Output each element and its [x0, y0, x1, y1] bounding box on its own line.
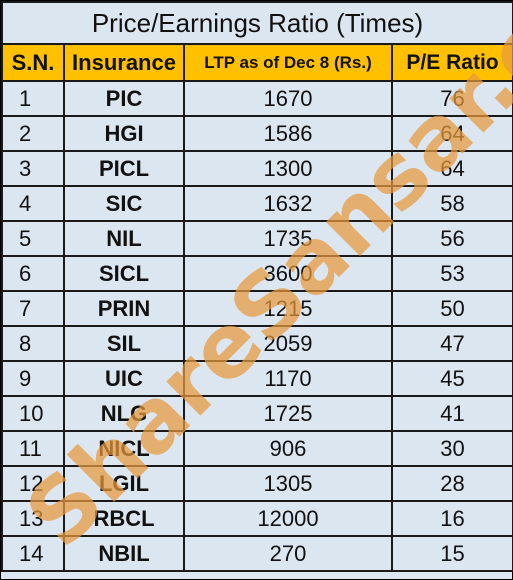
- cell-ltp: 12000: [183, 500, 393, 537]
- cell-insurance: LGIL: [63, 465, 185, 502]
- table-row: 3 PICL 1300 64: [1, 150, 513, 187]
- cell-ltp: 1670: [183, 80, 393, 117]
- table-row: 12 LGIL 1305 28: [1, 465, 513, 502]
- table-title: Price/Earnings Ratio (Times): [0, 1, 513, 45]
- header-insurance: Insurance: [63, 43, 185, 82]
- cell-insurance: SIC: [63, 185, 185, 222]
- cell-ltp: 906: [183, 430, 393, 467]
- cell-ltp: 1735: [183, 220, 393, 257]
- cell-sn: 14: [1, 535, 65, 572]
- cell-pe-ratio: 53: [390, 255, 513, 292]
- cell-ltp: 1586: [183, 115, 393, 152]
- cell-insurance: SIL: [63, 325, 185, 362]
- cell-ltp: 1725: [183, 395, 393, 432]
- title-row: Price/Earnings Ratio (Times): [0, 1, 513, 45]
- cell-sn: 7: [1, 290, 65, 327]
- header-pe-ratio: P/E Ratio: [390, 43, 513, 82]
- header-ltp: LTP as of Dec 8 (Rs.): [183, 43, 393, 82]
- table-row: 11 NICL 906 30: [1, 430, 513, 467]
- cell-insurance: UIC: [63, 360, 185, 397]
- header-sn: S.N.: [1, 43, 65, 82]
- cell-pe-ratio: 16: [390, 500, 513, 537]
- cell-pe-ratio: 50: [390, 290, 513, 327]
- table-row: 1 PIC 1670 76: [1, 80, 513, 117]
- cell-sn: 6: [1, 255, 65, 292]
- cell-pe-ratio: 64: [390, 115, 513, 152]
- cell-insurance: HGI: [63, 115, 185, 152]
- table-row: 8 SIL 2059 47: [1, 325, 513, 362]
- cell-pe-ratio: 56: [390, 220, 513, 257]
- cell-pe-ratio: 41: [390, 395, 513, 432]
- cell-insurance: PICL: [63, 150, 185, 187]
- table-row: 9 UIC 1170 45: [1, 360, 513, 397]
- cell-insurance: SICL: [63, 255, 185, 292]
- cell-sn: 9: [1, 360, 65, 397]
- table-row: 4 SIC 1632 58: [1, 185, 513, 222]
- table-row: 5 NIL 1735 56: [1, 220, 513, 257]
- header-row: S.N. Insurance LTP as of Dec 8 (Rs.) P/E…: [1, 43, 513, 82]
- cell-ltp: 270: [183, 535, 393, 572]
- cell-ltp: 1215: [183, 290, 393, 327]
- cell-pe-ratio: 76: [390, 80, 513, 117]
- cell-pe-ratio: 58: [390, 185, 513, 222]
- cell-pe-ratio: 64: [390, 150, 513, 187]
- table-body: 1 PIC 1670 76 2 HGI 1586 64 3 PICL 1300 64 4 SIC 1632 5…: [1, 80, 513, 572]
- cell-insurance: NLG: [63, 395, 185, 432]
- cell-ltp: 1170: [183, 360, 393, 397]
- cell-sn: 2: [1, 115, 65, 152]
- cell-insurance: RBCL: [63, 500, 185, 537]
- table-row: 14 NBIL 270 15: [1, 535, 513, 572]
- cell-sn: 8: [1, 325, 65, 362]
- table-row: 2 HGI 1586 64: [1, 115, 513, 152]
- table-row: 7 PRIN 1215 50: [1, 290, 513, 327]
- cell-ltp: 3600: [183, 255, 393, 292]
- cell-insurance: NBIL: [63, 535, 185, 572]
- cell-pe-ratio: 30: [390, 430, 513, 467]
- table-row: 10 NLG 1725 41: [1, 395, 513, 432]
- cell-ltp: 2059: [183, 325, 393, 362]
- cell-sn: 1: [1, 80, 65, 117]
- cell-sn: 12: [1, 465, 65, 502]
- cell-insurance: PIC: [63, 80, 185, 117]
- cell-pe-ratio: 28: [390, 465, 513, 502]
- cell-sn: 10: [1, 395, 65, 432]
- cell-sn: 5: [1, 220, 65, 257]
- cell-insurance: NICL: [63, 430, 185, 467]
- cell-sn: 3: [1, 150, 65, 187]
- cell-ltp: 1300: [183, 150, 393, 187]
- cell-insurance: NIL: [63, 220, 185, 257]
- cell-insurance: PRIN: [63, 290, 185, 327]
- cell-sn: 4: [1, 185, 65, 222]
- table-row: 6 SICL 3600 53: [1, 255, 513, 292]
- table-row: 13 RBCL 12000 16: [1, 500, 513, 537]
- cell-ltp: 1305: [183, 465, 393, 502]
- cell-pe-ratio: 47: [390, 325, 513, 362]
- cell-sn: 11: [1, 430, 65, 467]
- cell-pe-ratio: 15: [390, 535, 513, 572]
- cell-ltp: 1632: [183, 185, 393, 222]
- cell-pe-ratio: 45: [390, 360, 513, 397]
- cell-sn: 13: [1, 500, 65, 537]
